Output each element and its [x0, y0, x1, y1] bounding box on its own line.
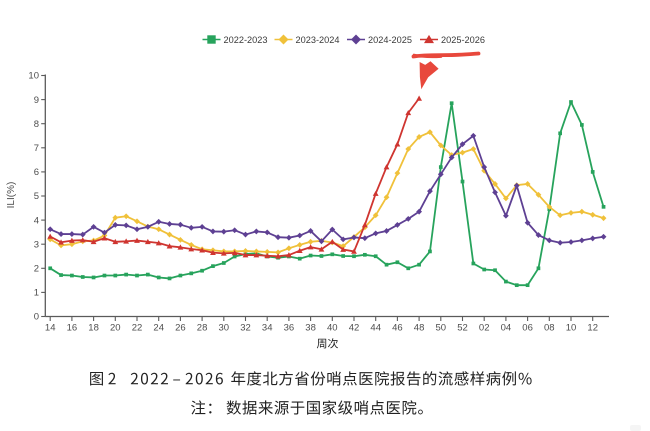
svg-text:4: 4 — [34, 215, 39, 226]
svg-text:26: 26 — [175, 323, 186, 334]
svg-text:14: 14 — [45, 323, 56, 334]
svg-text:38: 38 — [305, 323, 316, 334]
svg-text:16: 16 — [67, 323, 78, 334]
svg-text:40: 40 — [327, 323, 338, 334]
svg-text:2025-2026: 2025-2026 — [441, 35, 485, 45]
svg-text:2024-2025: 2024-2025 — [368, 35, 412, 45]
svg-text:08: 08 — [544, 323, 555, 334]
svg-text:10: 10 — [566, 323, 577, 334]
svg-text:02: 02 — [479, 323, 490, 334]
svg-text:46: 46 — [392, 323, 403, 334]
svg-text:6: 6 — [34, 167, 39, 178]
svg-text:44: 44 — [370, 323, 381, 334]
svg-text:50: 50 — [436, 323, 447, 334]
svg-text:34: 34 — [262, 323, 273, 334]
svg-text:1: 1 — [34, 288, 39, 299]
svg-text:24: 24 — [153, 323, 164, 334]
svg-text:42: 42 — [349, 323, 360, 334]
svg-text:ILI(%): ILI(%) — [6, 182, 17, 209]
svg-text:3: 3 — [34, 239, 39, 250]
svg-text:2: 2 — [34, 264, 39, 275]
svg-text:7: 7 — [34, 143, 39, 154]
svg-text:06: 06 — [522, 323, 533, 334]
svg-text:32: 32 — [240, 323, 251, 334]
svg-text:9: 9 — [34, 95, 39, 106]
svg-text:2022-2023: 2022-2023 — [224, 35, 268, 45]
svg-text:10: 10 — [28, 71, 39, 82]
svg-text:8: 8 — [34, 119, 39, 130]
svg-text:20: 20 — [110, 323, 121, 334]
svg-text:36: 36 — [284, 323, 295, 334]
svg-text:52: 52 — [457, 323, 468, 334]
svg-text:12: 12 — [587, 323, 598, 334]
svg-text:48: 48 — [414, 323, 425, 334]
svg-text:2023-2024: 2023-2024 — [296, 35, 340, 45]
svg-text:18: 18 — [88, 323, 99, 334]
svg-text:04: 04 — [501, 323, 512, 334]
svg-text:0: 0 — [34, 312, 39, 323]
svg-text:5: 5 — [34, 191, 39, 202]
svg-text:22: 22 — [132, 323, 143, 334]
svg-text:30: 30 — [219, 323, 230, 334]
svg-text:28: 28 — [197, 323, 208, 334]
